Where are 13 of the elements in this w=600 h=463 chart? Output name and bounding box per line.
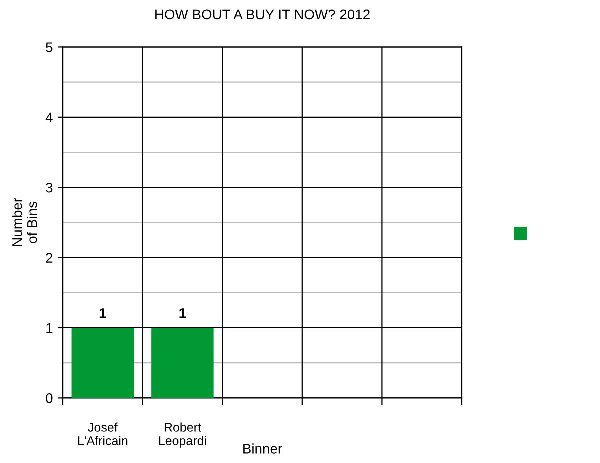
y-tick-label: 4 [46, 112, 53, 122]
x-tick-label: Robert Leopardi [159, 422, 206, 448]
y-tick-label: 5 [46, 42, 53, 52]
y-tick-label: 1 [46, 323, 53, 334]
y-tick-label: 3 [46, 182, 53, 193]
data-label: 1 [180, 308, 186, 318]
x-tick-label: Josef L'Africain [78, 422, 128, 446]
chart-title: HOW BOUT A BUY IT NOW? 2012 [156, 10, 370, 20]
y-tick-label: 2 [46, 253, 53, 263]
data-label: 1 [100, 308, 106, 318]
x-axis-title: Binner [244, 444, 282, 454]
y-axis-title: Number of Bins [12, 198, 38, 246]
y-tick-label: 0 [46, 394, 53, 404]
